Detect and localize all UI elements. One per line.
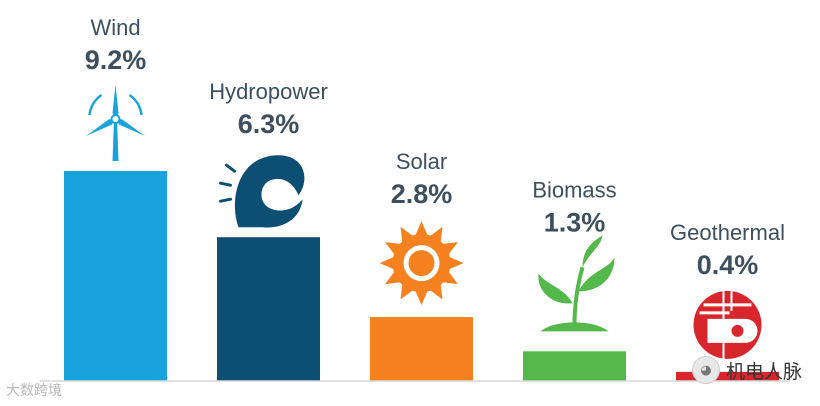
category-label-solar: Solar <box>396 149 447 174</box>
seedling-icon <box>538 235 615 332</box>
wechat-icon: ◕ <box>691 356 720 384</box>
watermark-right: ◕ 机电人脉 <box>691 356 802 384</box>
labels: 9.2% Wind 6.3% Hydropower 2.8% Solar 1.3% Bioma… <box>85 15 785 280</box>
value-label-solar: 2.8% <box>391 179 453 209</box>
category-label-hydropower: Hydropower <box>209 79 328 104</box>
sun-icon <box>379 221 464 306</box>
category-label-biomass: Biomass <box>532 177 616 202</box>
bar-solar <box>370 317 473 381</box>
bar-wind <box>64 171 167 381</box>
icons <box>86 85 762 359</box>
watermark-left: 大数跨境 <box>6 380 62 400</box>
value-label-geothermal: 0.4% <box>697 250 759 280</box>
bar-biomass <box>523 351 626 381</box>
value-label-biomass: 1.3% <box>544 207 606 237</box>
category-label-wind: Wind <box>90 15 140 40</box>
bars <box>64 171 779 381</box>
value-label-hydropower: 6.3% <box>238 109 300 139</box>
bar-geothermal <box>676 371 779 381</box>
category-label-geothermal: Geothermal <box>670 220 785 245</box>
value-label-wind: 9.2% <box>85 45 147 75</box>
wind-turbine-icon <box>86 85 145 161</box>
bar-hydropower <box>217 237 320 381</box>
watermark-right-text: 机电人脉 <box>725 360 802 383</box>
geothermal-icon <box>693 290 762 359</box>
watermark-left-text: 大数跨境 <box>6 383 62 399</box>
wave-icon <box>219 155 305 228</box>
